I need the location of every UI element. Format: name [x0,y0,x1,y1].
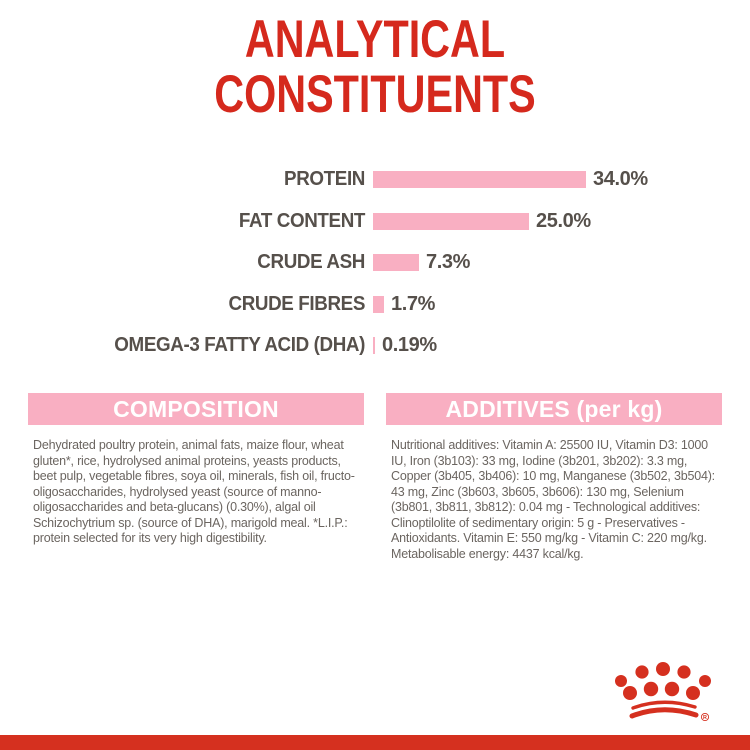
page-title: ANALYTICAL CONSTITUENTS [83,12,668,122]
chart-value-label: 0.19% [382,334,437,357]
composition-section: COMPOSITION Dehydrated poultry protein, … [28,393,364,562]
info-columns: COMPOSITION Dehydrated poultry protein, … [28,393,722,562]
chart-bar [373,254,419,272]
chart-bar [373,212,529,230]
chart-category-label: CRUDE ASH [257,251,365,274]
additives-body: Nutritional additives: Vitamin A: 25500 … [391,438,715,561]
chart-value-label: 7.3% [426,251,470,274]
composition-header: COMPOSITION [28,393,364,425]
royal-canin-crown-logo: R [615,662,711,721]
page-title-line1: ANALYTICAL [244,10,506,69]
chart-row: OMEGA-3 FATTY ACID (DHA) 0.19% [0,325,750,367]
chart-category-label: FAT CONTENT [238,209,365,232]
chart-value-label: 25.0% [536,209,591,232]
registered-trademark-icon: R [700,712,710,721]
chart-bar [373,171,586,189]
chart-row: FAT CONTENT 25.0% [0,201,750,243]
chart-category-label: OMEGA-3 FATTY ACID (DHA) [114,334,365,357]
analytical-bar-chart: PROTEIN 34.0% FAT CONTENT 25.0% CRUDE AS… [0,159,750,367]
chart-value-label: 1.7% [391,292,435,315]
bottom-red-bar [0,735,750,750]
page-title-line2: CONSTITUENTS [214,65,536,124]
chart-row: PROTEIN 34.0% [0,159,750,201]
chart-bar [373,295,384,313]
additives-header: ADDITIVES (per kg) [386,393,722,425]
chart-row: CRUDE ASH 7.3% [0,242,750,284]
chart-category-label: PROTEIN [284,168,365,191]
composition-body: Dehydrated poultry protein, animal fats,… [33,438,355,545]
chart-bar [373,337,375,355]
chart-value-label: 34.0% [593,168,648,191]
svg-text:R: R [703,715,707,721]
additives-section: ADDITIVES (per kg) Nutritional additives… [386,393,722,562]
chart-category-label: CRUDE FIBRES [228,292,365,315]
chart-row: CRUDE FIBRES 1.7% [0,284,750,326]
